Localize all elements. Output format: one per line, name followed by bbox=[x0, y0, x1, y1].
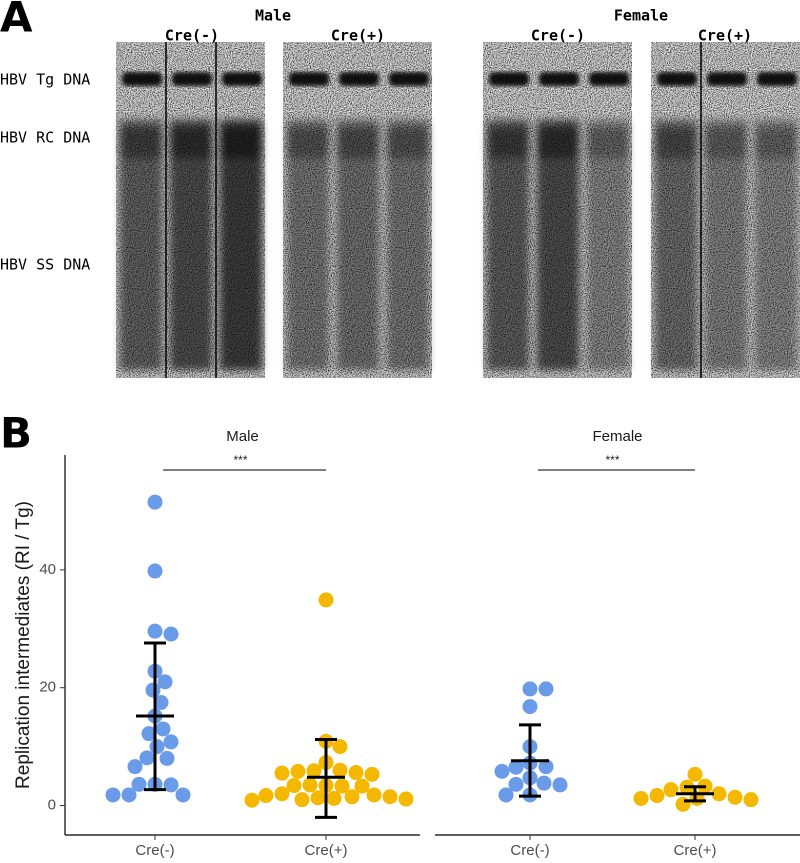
data-point bbox=[139, 750, 155, 766]
y-tick-label: 40 bbox=[39, 561, 56, 578]
data-point bbox=[294, 792, 310, 808]
data-point bbox=[508, 759, 524, 775]
blot-noise bbox=[116, 42, 265, 378]
y-tick-label: 20 bbox=[39, 679, 56, 696]
data-point bbox=[290, 763, 306, 779]
data-point bbox=[498, 787, 514, 803]
data-point bbox=[286, 778, 302, 794]
panel-label: A bbox=[0, 0, 33, 42]
data-point bbox=[175, 787, 191, 803]
blot-noise bbox=[483, 42, 632, 378]
data-point bbox=[306, 763, 322, 779]
data-point bbox=[364, 766, 380, 782]
data-point bbox=[334, 778, 350, 794]
data-point bbox=[147, 563, 163, 579]
data-point bbox=[326, 790, 342, 806]
condition-label: Cre(-) bbox=[531, 27, 585, 45]
data-point bbox=[145, 682, 161, 698]
x-tick-label: Cre(-) bbox=[510, 842, 549, 859]
data-point bbox=[675, 796, 691, 812]
data-point bbox=[711, 786, 727, 802]
data-point bbox=[157, 674, 173, 690]
sex-label: Male bbox=[255, 7, 291, 25]
data-point bbox=[743, 792, 759, 808]
data-point bbox=[348, 765, 364, 781]
data-point bbox=[105, 787, 121, 803]
data-point bbox=[727, 789, 743, 805]
data-point bbox=[522, 681, 538, 697]
data-point bbox=[310, 790, 326, 806]
facet-label: Female bbox=[592, 428, 642, 445]
data-point bbox=[318, 592, 334, 608]
data-point bbox=[244, 792, 260, 808]
significance-label: *** bbox=[605, 453, 619, 467]
condition-label: Cre(+) bbox=[698, 27, 752, 45]
data-point bbox=[302, 777, 318, 793]
data-point bbox=[536, 775, 552, 791]
data-point bbox=[141, 726, 157, 742]
data-point bbox=[153, 694, 169, 710]
data-point bbox=[258, 788, 274, 804]
data-point bbox=[663, 782, 679, 798]
blot-noise bbox=[651, 42, 800, 378]
data-point bbox=[274, 765, 290, 781]
data-point bbox=[131, 776, 147, 792]
blot-noise bbox=[283, 42, 432, 378]
data-point bbox=[687, 766, 703, 782]
condition-label: Cre(-) bbox=[165, 27, 219, 45]
band-label: HBV SS DNA bbox=[0, 256, 90, 274]
x-tick-label: Cre(-) bbox=[135, 842, 174, 859]
data-point bbox=[508, 776, 524, 792]
data-point bbox=[382, 789, 398, 805]
y-tick-label: 0 bbox=[48, 797, 56, 814]
data-point bbox=[354, 778, 370, 794]
sex-label: Female bbox=[614, 7, 668, 25]
data-point bbox=[398, 791, 414, 807]
x-tick-label: Cre(+) bbox=[305, 842, 348, 859]
panel-label: B bbox=[0, 409, 32, 458]
data-point bbox=[127, 759, 143, 775]
data-point bbox=[366, 787, 382, 803]
data-point bbox=[494, 763, 510, 779]
data-point bbox=[121, 787, 137, 803]
data-point bbox=[147, 623, 163, 639]
data-point bbox=[538, 759, 554, 775]
data-point bbox=[159, 750, 175, 766]
data-point bbox=[149, 739, 165, 755]
data-point bbox=[163, 626, 179, 642]
data-point bbox=[633, 790, 649, 806]
band-label: HBV Tg DNA bbox=[0, 71, 90, 89]
data-point bbox=[163, 777, 179, 793]
data-point bbox=[274, 786, 290, 802]
data-point bbox=[155, 721, 171, 737]
data-point bbox=[649, 788, 665, 804]
significance-label: *** bbox=[233, 453, 247, 467]
blot-image bbox=[116, 42, 800, 378]
data-point bbox=[522, 699, 538, 715]
data-point bbox=[332, 762, 348, 778]
data-point bbox=[344, 789, 360, 805]
data-point bbox=[332, 739, 348, 755]
data-point bbox=[538, 681, 554, 697]
data-point bbox=[163, 734, 179, 750]
data-point bbox=[552, 777, 568, 793]
y-axis-title: Replication intermediates (RI / Tg) bbox=[13, 501, 34, 789]
x-tick-label: Cre(+) bbox=[674, 842, 717, 859]
band-label: HBV RC DNA bbox=[0, 129, 90, 147]
data-point bbox=[147, 494, 163, 510]
facet-label: Male bbox=[226, 428, 259, 445]
condition-label: Cre(+) bbox=[331, 27, 385, 45]
